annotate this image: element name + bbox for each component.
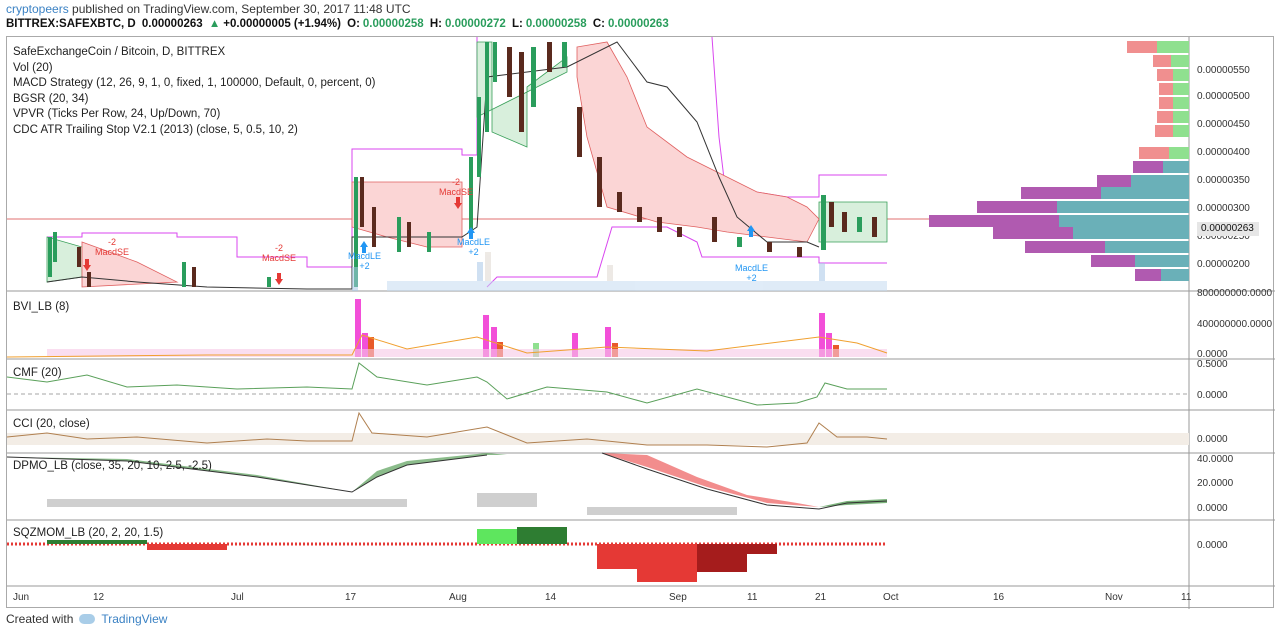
svg-text:0.0000: 0.0000 (1197, 540, 1228, 551)
sqz-pane-label[interactable]: SQZMOM_LB (20, 2, 20, 1.5) (13, 527, 164, 539)
svg-text:0.00000300: 0.00000300 (1197, 203, 1250, 214)
svg-text:40.0000: 40.0000 (1197, 454, 1234, 465)
cci-axis: 0.0000 (1197, 434, 1228, 445)
created-with-text: Created with (6, 612, 74, 626)
svg-text:20.0000: 20.0000 (1197, 478, 1234, 489)
svg-text:800000000.0000: 800000000.0000 (1197, 288, 1273, 299)
cmf-axis: 0.5000 0.0000 (1197, 359, 1228, 401)
sqz-histogram (47, 527, 777, 582)
svg-text:0.0000: 0.0000 (1197, 349, 1228, 360)
svg-text:Jun: Jun (13, 592, 29, 603)
svg-text:11: 11 (747, 592, 758, 603)
last-price: 0.00000263 (141, 18, 203, 30)
bvi-axis: 800000000.0000 400000000.0000 0.0000 (1197, 288, 1273, 360)
footer: Created with TradingView (6, 612, 167, 626)
candles (48, 42, 877, 287)
svg-text:0.00000450: 0.00000450 (1197, 119, 1250, 130)
volume-profile (929, 41, 1189, 281)
short-signal-2: -2 MacdSE (262, 243, 297, 263)
bvi-bars (47, 299, 887, 357)
high-value: 0.00000272 (445, 18, 506, 30)
change-value: +0.00000005 (+1.94%) (223, 18, 341, 30)
signal-markers (83, 197, 755, 285)
long-signal-3: MacdLE +2 (735, 263, 769, 283)
dpmo-pane-label[interactable]: DPMO_LB (close, 35, 20, 10, 2.5, -2.5) (13, 460, 212, 472)
svg-text:Nov: Nov (1105, 592, 1123, 603)
legend-vol[interactable]: Vol (20) (13, 61, 53, 74)
chart-canvas: 0.00000550 0.00000500 0.00000450 0.00000… (7, 37, 1275, 609)
dpmo-axis: 40.0000 20.0000 0.0000 (1197, 454, 1234, 514)
time-axis: Jun 12 Jul 17 Aug 14 Sep 11 21 Oct 16 No… (13, 592, 1192, 603)
svg-text:17: 17 (345, 592, 357, 603)
tradingview-link[interactable]: TradingView (101, 612, 168, 626)
author-link[interactable]: cryptopeers (6, 2, 69, 16)
svg-text:Oct: Oct (883, 592, 899, 603)
legend-bgsr[interactable]: BGSR (20, 34) (13, 92, 89, 105)
svg-text:0.0000: 0.0000 (1197, 503, 1228, 514)
cmf-pane-label[interactable]: CMF (20) (13, 367, 62, 379)
legend-main[interactable]: SafeExchangeCoin / Bitcoin, D, BITTREX (13, 46, 226, 58)
svg-text:0.00000400: 0.00000400 (1197, 147, 1250, 158)
publish-text: published on TradingView.com, September … (72, 2, 411, 16)
close-label: C: (592, 18, 605, 30)
price-axis: 0.00000550 0.00000500 0.00000450 0.00000… (1197, 65, 1250, 270)
svg-text:Sep: Sep (669, 592, 687, 603)
short-signal-3: -2 MacdSE (439, 177, 474, 197)
low-label: L: (511, 18, 523, 30)
svg-text:Jul: Jul (231, 592, 244, 603)
up-arrow-icon: ▲ (208, 18, 221, 30)
indicator-legend: SafeExchangeCoin / Bitcoin, D, BITTREX V… (13, 45, 375, 138)
svg-text:21: 21 (815, 592, 827, 603)
svg-text:0.0000: 0.0000 (1197, 434, 1228, 445)
legend-macd[interactable]: MACD Strategy (12, 26, 9, 1, 0, fixed, 1… (13, 77, 376, 89)
svg-text:0.00000200: 0.00000200 (1197, 259, 1250, 270)
open-label: O: (347, 18, 360, 30)
tradingview-logo-icon[interactable] (79, 614, 96, 624)
legend-cdc[interactable]: CDC ATR Trailing Stop V2.1 (2013) (close… (13, 123, 298, 136)
svg-text:0.00000550: 0.00000550 (1197, 65, 1250, 76)
svg-text:12: 12 (93, 592, 105, 603)
ohlc-bar: BITTREX:SAFEXBTC, D 0.00000263 ▲ +0.00000… (6, 18, 672, 30)
dpmo-histogram (47, 493, 737, 515)
long-signal-2: MacdLE +2 (457, 237, 491, 257)
publish-info: cryptopeers published on TradingView.com… (6, 2, 410, 16)
high-label: H: (429, 18, 443, 30)
symbol-label: BITTREX:SAFEXBTC, D (6, 18, 136, 30)
svg-text:400000000.0000: 400000000.0000 (1197, 319, 1273, 330)
long-signal-1: MacdLE +2 (348, 251, 382, 271)
svg-text:0.00000500: 0.00000500 (1197, 91, 1250, 102)
svg-text:0.0000: 0.0000 (1197, 390, 1228, 401)
sqz-axis: 0.0000 (1197, 540, 1228, 551)
bvi-pane-label[interactable]: BVI_LB (8) (13, 301, 70, 313)
svg-text:11: 11 (1181, 592, 1192, 603)
short-signal-1: -2 MacdSE (95, 237, 130, 257)
svg-text:0.00000350: 0.00000350 (1197, 175, 1250, 186)
open-value: 0.00000258 (362, 18, 424, 30)
legend-vpvr[interactable]: VPVR (Ticks Per Row, 24, Up/Down, 70) (13, 108, 221, 120)
chart-area[interactable]: 0.00000550 0.00000500 0.00000450 0.00000… (6, 36, 1275, 609)
svg-text:Aug: Aug (449, 592, 467, 603)
svg-text:0.00000250: 0.00000250 (1197, 231, 1250, 242)
current-price-tag: 0.00000263 (1197, 222, 1259, 236)
svg-text:14: 14 (545, 592, 557, 603)
low-value: 0.00000258 (525, 18, 587, 30)
svg-text:16: 16 (993, 592, 1005, 603)
svg-text:0.5000: 0.5000 (1197, 359, 1228, 370)
close-value: 0.00000263 (607, 18, 669, 30)
cci-pane-label[interactable]: CCI (20, close) (13, 418, 90, 430)
